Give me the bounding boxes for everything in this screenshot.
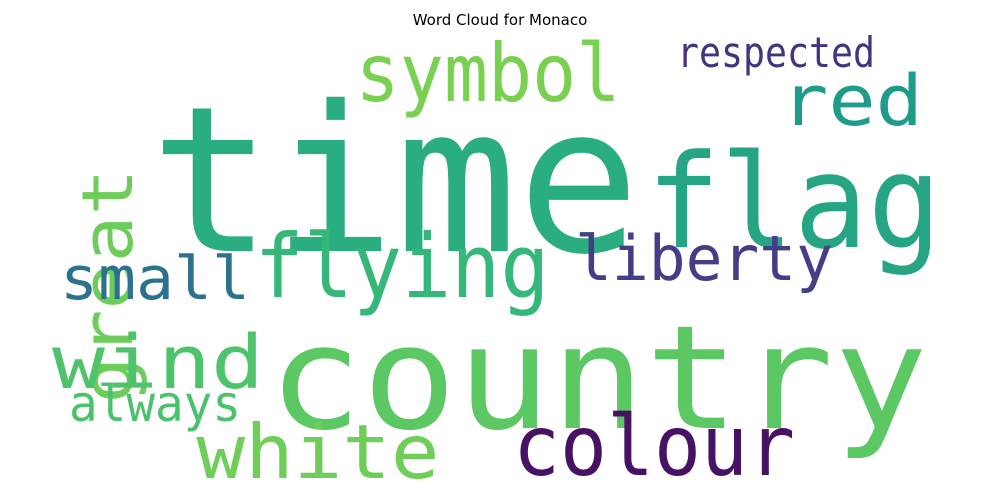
word-great: great <box>68 169 149 404</box>
word-always: always <box>69 375 241 433</box>
word-flying: flying <box>255 216 550 319</box>
word-symbol: symbol <box>356 28 621 121</box>
word-wind: wind <box>52 321 264 407</box>
word-liberty: liberty <box>575 223 833 295</box>
word-red: red <box>781 60 923 142</box>
word-country: country <box>268 295 928 463</box>
word-flag: flag <box>647 127 942 278</box>
word-small: small <box>60 243 250 313</box>
word-respected: respected <box>677 29 875 78</box>
word-colour: colour <box>513 398 795 495</box>
chart-title: Word Cloud for Monaco <box>412 11 588 29</box>
word-white: white <box>197 410 440 497</box>
word-time: time <box>150 62 640 299</box>
